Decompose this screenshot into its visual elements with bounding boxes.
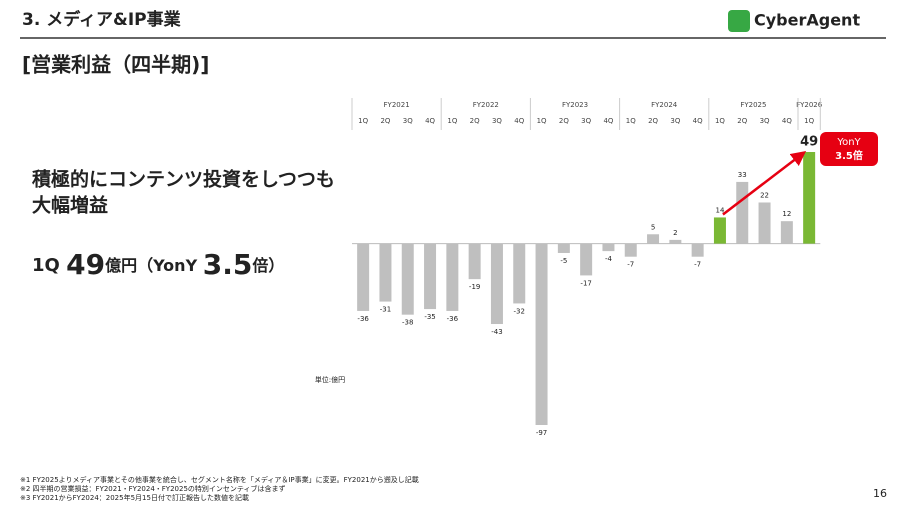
bar xyxy=(580,243,593,276)
quarter-label: 1Q xyxy=(626,117,636,125)
headline: 1Q 49億円（YonY 3.5倍） xyxy=(32,248,284,281)
value-label: -38 xyxy=(402,319,413,327)
footnote: ※2 四半期の営業損益：FY2021・FY2024・FY2025の特別インセンテ… xyxy=(20,484,285,493)
value-label: -7 xyxy=(627,261,634,269)
chart: 単位:億円 FY2021 1Q -36 2Q -31 3Q -38 4Q -35 FY2022 1Q -… xyxy=(315,98,878,437)
bar xyxy=(513,243,526,304)
bar xyxy=(602,243,615,252)
quarter-label: 2Q xyxy=(470,117,480,125)
quarter-label: 4Q xyxy=(425,117,435,125)
value-label: -7 xyxy=(694,261,701,269)
bar xyxy=(758,202,771,244)
value-label: 12 xyxy=(782,210,791,218)
year-label: FY2026 xyxy=(796,101,823,109)
bar xyxy=(647,234,660,244)
quarter-label: 3Q xyxy=(403,117,413,125)
year-label: FY2025 xyxy=(740,101,766,109)
year-label: FY2023 xyxy=(562,101,588,109)
annotation-box xyxy=(820,132,878,166)
value-label: 5 xyxy=(651,223,655,231)
bar xyxy=(468,243,481,280)
bar xyxy=(446,243,459,311)
annotation-text: YonY xyxy=(836,137,861,148)
unit-label: 単位:億円 xyxy=(315,375,345,384)
headline-part: 倍） xyxy=(252,256,284,275)
bar xyxy=(379,243,392,302)
bar xyxy=(780,221,793,244)
value-label: -35 xyxy=(424,313,435,321)
quarter-label: 1Q xyxy=(804,117,814,125)
value-label: -97 xyxy=(536,429,547,437)
bar xyxy=(803,152,816,244)
logo: CyberAgent xyxy=(754,11,860,30)
quarter-label: 4Q xyxy=(782,117,792,125)
section-title: 3. メディア&IP事業 xyxy=(22,9,181,30)
value-label: -43 xyxy=(491,328,502,336)
value-label: -4 xyxy=(605,255,613,263)
bar xyxy=(490,243,503,325)
headline-part: 3.5 xyxy=(203,248,253,281)
quarter-label: 4Q xyxy=(603,117,613,125)
bar xyxy=(357,243,370,311)
quarter-label: 1Q xyxy=(715,117,725,125)
quarter-label: 2Q xyxy=(380,117,390,125)
footnote: ※1 FY2025よりメディア事業とその他事業を統合し、セグメント名称を「メディ… xyxy=(20,475,419,484)
bar xyxy=(535,243,548,425)
value-label: -32 xyxy=(514,307,525,315)
value-label: 33 xyxy=(738,171,747,179)
bar xyxy=(424,243,437,310)
annotation-arrow xyxy=(722,150,807,216)
value-label: 2 xyxy=(673,229,677,237)
quarter-label: 3Q xyxy=(492,117,502,125)
bar xyxy=(624,243,637,257)
quarter-label: 1Q xyxy=(537,117,547,125)
bar xyxy=(669,239,682,244)
quarter-label: 3Q xyxy=(760,117,770,125)
quarter-label: 4Q xyxy=(514,117,524,125)
footnote: ※3 FY2021からFY2024：2025年5月15日付で訂正報告した数値を記… xyxy=(20,493,249,502)
page-number: 16 xyxy=(873,487,887,500)
headline-part: 億円（YonY xyxy=(105,256,203,275)
quarter-label: 3Q xyxy=(581,117,591,125)
quarter-label: 3Q xyxy=(670,117,680,125)
message-line: 積極的にコンテンツ投資をしつつも xyxy=(32,168,335,191)
message-line: 大幅増益 xyxy=(32,194,108,217)
quarter-label: 1Q xyxy=(358,117,368,125)
annotation-text: 3.5倍 xyxy=(835,149,863,162)
headline-part: 49 xyxy=(66,248,105,281)
bar xyxy=(691,243,704,257)
value-label: -31 xyxy=(380,306,391,314)
quarter-label: 2Q xyxy=(737,117,747,125)
value-label: 22 xyxy=(760,191,769,199)
subtitle: [営業利益（四半期)] xyxy=(22,53,209,77)
quarter-label: 2Q xyxy=(648,117,658,125)
value-label: 14 xyxy=(715,206,724,214)
bar xyxy=(736,181,749,244)
quarter-label: 1Q xyxy=(447,117,457,125)
bar xyxy=(713,217,726,244)
year-label: FY2022 xyxy=(473,101,499,109)
value-label: -19 xyxy=(469,283,480,291)
bar xyxy=(557,243,570,253)
quarter-label: 4Q xyxy=(693,117,703,125)
year-label: FY2021 xyxy=(384,101,410,109)
value-label: 49 xyxy=(800,135,818,150)
headline-part: 1Q xyxy=(32,255,66,276)
bar xyxy=(401,243,414,315)
logo-mark xyxy=(728,10,750,32)
value-label: -17 xyxy=(580,279,591,287)
quarter-label: 2Q xyxy=(559,117,569,125)
year-label: FY2024 xyxy=(651,101,678,109)
value-label: -36 xyxy=(357,315,369,323)
value-label: -36 xyxy=(447,315,459,323)
value-label: -5 xyxy=(560,257,567,265)
